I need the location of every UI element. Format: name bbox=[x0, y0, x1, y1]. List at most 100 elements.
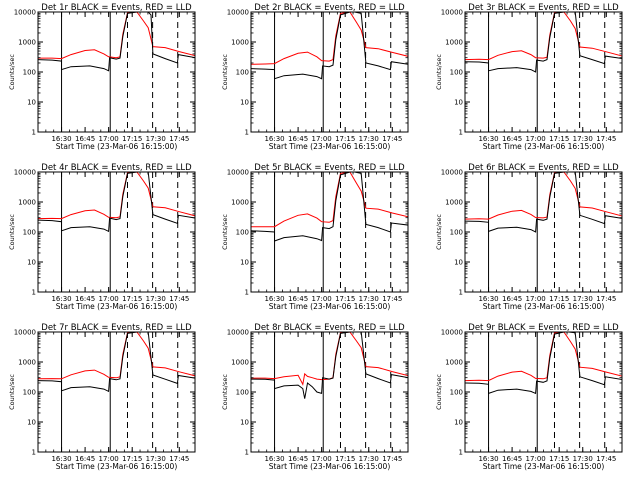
x-tick-label: 16:30 bbox=[264, 455, 284, 463]
x-tick-label: 17:30 bbox=[359, 295, 379, 303]
y-tick-label: 10000 bbox=[14, 329, 36, 337]
panel-data bbox=[38, 332, 195, 393]
x-axis-label: Start Time (23-Mar-06 16:15:00) bbox=[269, 462, 391, 471]
y-tick-label: 1000 bbox=[18, 199, 36, 207]
x-tick-label: 17:00 bbox=[99, 295, 119, 303]
x-tick-label: 17:00 bbox=[99, 135, 119, 143]
panel-data bbox=[465, 172, 622, 233]
y-tick-label: 1 bbox=[32, 129, 36, 137]
x-axis-label: Start Time (23-Mar-06 16:15:00) bbox=[483, 302, 605, 311]
y-axis-label: Counts/sec bbox=[435, 374, 443, 410]
y-tick-label: 1000 bbox=[231, 359, 249, 367]
x-tick-label: 17:30 bbox=[573, 295, 593, 303]
panel-det-4: Det 4r BLACK = Events, RED = LLD 1 10 100 10… bbox=[8, 163, 196, 311]
panel-data bbox=[465, 12, 622, 73]
events-series-line bbox=[251, 172, 408, 242]
y-tick-label: 100 bbox=[23, 389, 36, 397]
x-tick-label: 17:15 bbox=[122, 135, 142, 143]
y-tick-label: 1000 bbox=[18, 39, 36, 47]
x-tick-label: 17:30 bbox=[573, 135, 593, 143]
panels-layer: Det 1r BLACK = Events, RED = LLD 1 10 100 10… bbox=[8, 3, 623, 471]
x-tick-label: 16:45 bbox=[502, 135, 522, 143]
y-tick-label: 10000 bbox=[227, 9, 249, 17]
events-series-line bbox=[251, 332, 408, 399]
x-tick-label: 17:45 bbox=[382, 455, 402, 463]
panel-title: Det 7r BLACK = Events, RED = LLD bbox=[41, 323, 192, 333]
panel-title: Det 9r BLACK = Events, RED = LLD bbox=[468, 323, 619, 333]
events-series-line bbox=[465, 332, 622, 395]
panel-data bbox=[38, 172, 195, 233]
lld-series-line bbox=[251, 172, 408, 228]
events-series-line bbox=[465, 172, 622, 233]
panel-title: Det 3r BLACK = Events, RED = LLD bbox=[468, 3, 619, 13]
x-tick-label: 16:45 bbox=[288, 295, 308, 303]
y-tick-label: 10000 bbox=[227, 329, 249, 337]
y-tick-label: 1 bbox=[459, 449, 463, 457]
y-tick-label: 1 bbox=[245, 129, 249, 137]
x-tick-label: 16:45 bbox=[75, 455, 95, 463]
x-tick-label: 17:00 bbox=[312, 455, 332, 463]
y-tick-label: 1 bbox=[459, 289, 463, 297]
x-tick-label: 17:15 bbox=[549, 135, 569, 143]
y-tick-label: 10000 bbox=[441, 329, 463, 337]
y-axis-label: Counts/sec bbox=[435, 54, 443, 90]
x-axis-label: Start Time (23-Mar-06 16:15:00) bbox=[56, 462, 178, 471]
x-tick-label: 17:15 bbox=[335, 455, 355, 463]
y-tick-label: 10000 bbox=[441, 169, 463, 177]
y-tick-label: 1 bbox=[32, 289, 36, 297]
y-tick-label: 1000 bbox=[231, 199, 249, 207]
x-tick-label: 16:45 bbox=[75, 295, 95, 303]
x-tick-label: 16:30 bbox=[264, 135, 284, 143]
x-tick-label: 17:45 bbox=[382, 135, 402, 143]
x-tick-label: 16:30 bbox=[51, 295, 71, 303]
y-tick-label: 10 bbox=[27, 99, 36, 107]
x-tick-label: 17:00 bbox=[312, 295, 332, 303]
panel-title: Det 2r BLACK = Events, RED = LLD bbox=[254, 3, 405, 13]
x-tick-label: 17:15 bbox=[549, 295, 569, 303]
panel-data bbox=[251, 172, 408, 242]
x-axis-label: Start Time (23-Mar-06 16:15:00) bbox=[483, 142, 605, 151]
y-tick-label: 10000 bbox=[14, 169, 36, 177]
panel-det-6: Det 6r BLACK = Events, RED = LLD 1 10 100 10… bbox=[435, 163, 623, 311]
y-axis-label: Counts/sec bbox=[221, 214, 229, 250]
y-tick-label: 10 bbox=[454, 259, 463, 267]
events-series-line bbox=[38, 332, 195, 393]
y-axis-label: Counts/sec bbox=[8, 214, 16, 250]
y-tick-label: 10000 bbox=[14, 9, 36, 17]
events-series-line bbox=[38, 12, 195, 72]
x-tick-label: 16:30 bbox=[478, 455, 498, 463]
x-tick-label: 16:30 bbox=[264, 295, 284, 303]
panel-title: Det 1r BLACK = Events, RED = LLD bbox=[41, 3, 192, 13]
y-tick-label: 1000 bbox=[231, 39, 249, 47]
y-tick-label: 10000 bbox=[441, 9, 463, 17]
y-tick-label: 10 bbox=[27, 419, 36, 427]
y-tick-label: 10 bbox=[240, 259, 249, 267]
x-tick-label: 16:45 bbox=[288, 135, 308, 143]
x-tick-label: 16:45 bbox=[502, 295, 522, 303]
x-tick-label: 17:45 bbox=[596, 455, 616, 463]
x-axis-label: Start Time (23-Mar-06 16:15:00) bbox=[269, 302, 391, 311]
x-tick-label: 17:30 bbox=[146, 135, 166, 143]
y-tick-label: 100 bbox=[450, 229, 463, 237]
x-tick-label: 16:45 bbox=[75, 135, 95, 143]
x-axis-label: Start Time (23-Mar-06 16:15:00) bbox=[269, 142, 391, 151]
x-tick-label: 16:30 bbox=[478, 295, 498, 303]
x-tick-label: 17:00 bbox=[99, 455, 119, 463]
y-tick-label: 10 bbox=[454, 99, 463, 107]
y-axis-label: Counts/sec bbox=[221, 374, 229, 410]
x-tick-label: 17:45 bbox=[169, 295, 189, 303]
y-tick-label: 100 bbox=[450, 389, 463, 397]
x-tick-label: 16:45 bbox=[288, 455, 308, 463]
panel-title: Det 5r BLACK = Events, RED = LLD bbox=[254, 163, 405, 173]
panel-data bbox=[465, 332, 622, 395]
panel-data bbox=[251, 12, 408, 80]
x-tick-label: 16:30 bbox=[51, 135, 71, 143]
y-tick-label: 1000 bbox=[445, 199, 463, 207]
y-tick-label: 100 bbox=[23, 69, 36, 77]
x-tick-label: 17:30 bbox=[146, 455, 166, 463]
y-axis-label: Counts/sec bbox=[8, 54, 16, 90]
y-tick-label: 10000 bbox=[227, 169, 249, 177]
x-tick-label: 17:45 bbox=[169, 455, 189, 463]
panel-title: Det 6r BLACK = Events, RED = LLD bbox=[468, 163, 619, 173]
